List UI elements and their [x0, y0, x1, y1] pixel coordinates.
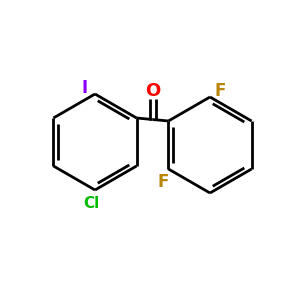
Text: Cl: Cl [83, 196, 99, 211]
Text: F: F [214, 82, 226, 100]
Text: O: O [145, 82, 160, 100]
Text: F: F [158, 173, 169, 191]
Text: I: I [82, 79, 88, 97]
